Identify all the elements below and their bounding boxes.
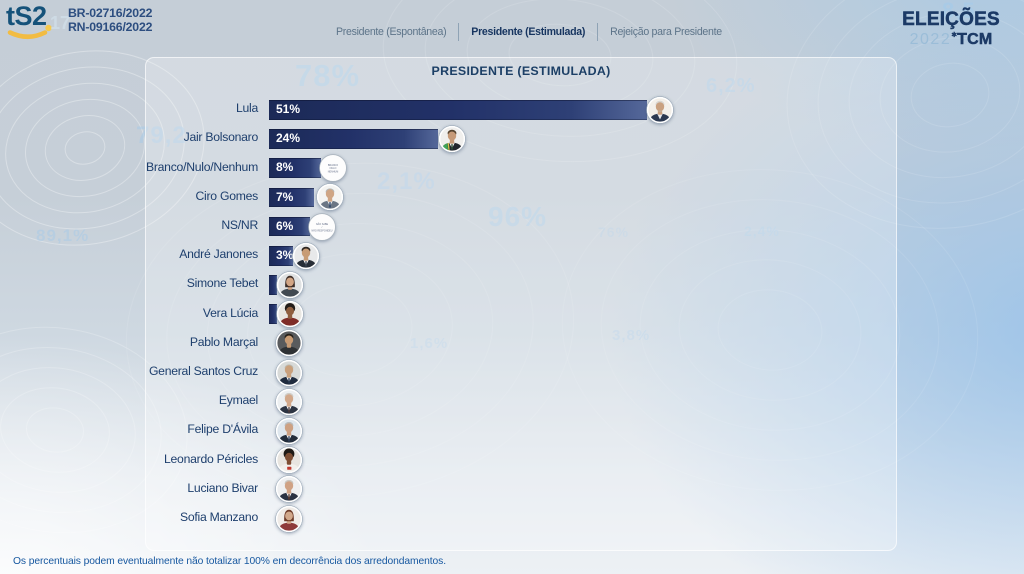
svg-text:BRANCO: BRANCO (328, 164, 338, 167)
svg-text:NÃO RESPONDEU: NÃO RESPONDEU (312, 229, 333, 232)
svg-text:/: / (322, 226, 323, 229)
svg-text:NENHUM: NENHUM (328, 171, 339, 174)
svg-text:NÃO SABE: NÃO SABE (316, 222, 329, 225)
svg-text:NULO: NULO (330, 167, 337, 170)
